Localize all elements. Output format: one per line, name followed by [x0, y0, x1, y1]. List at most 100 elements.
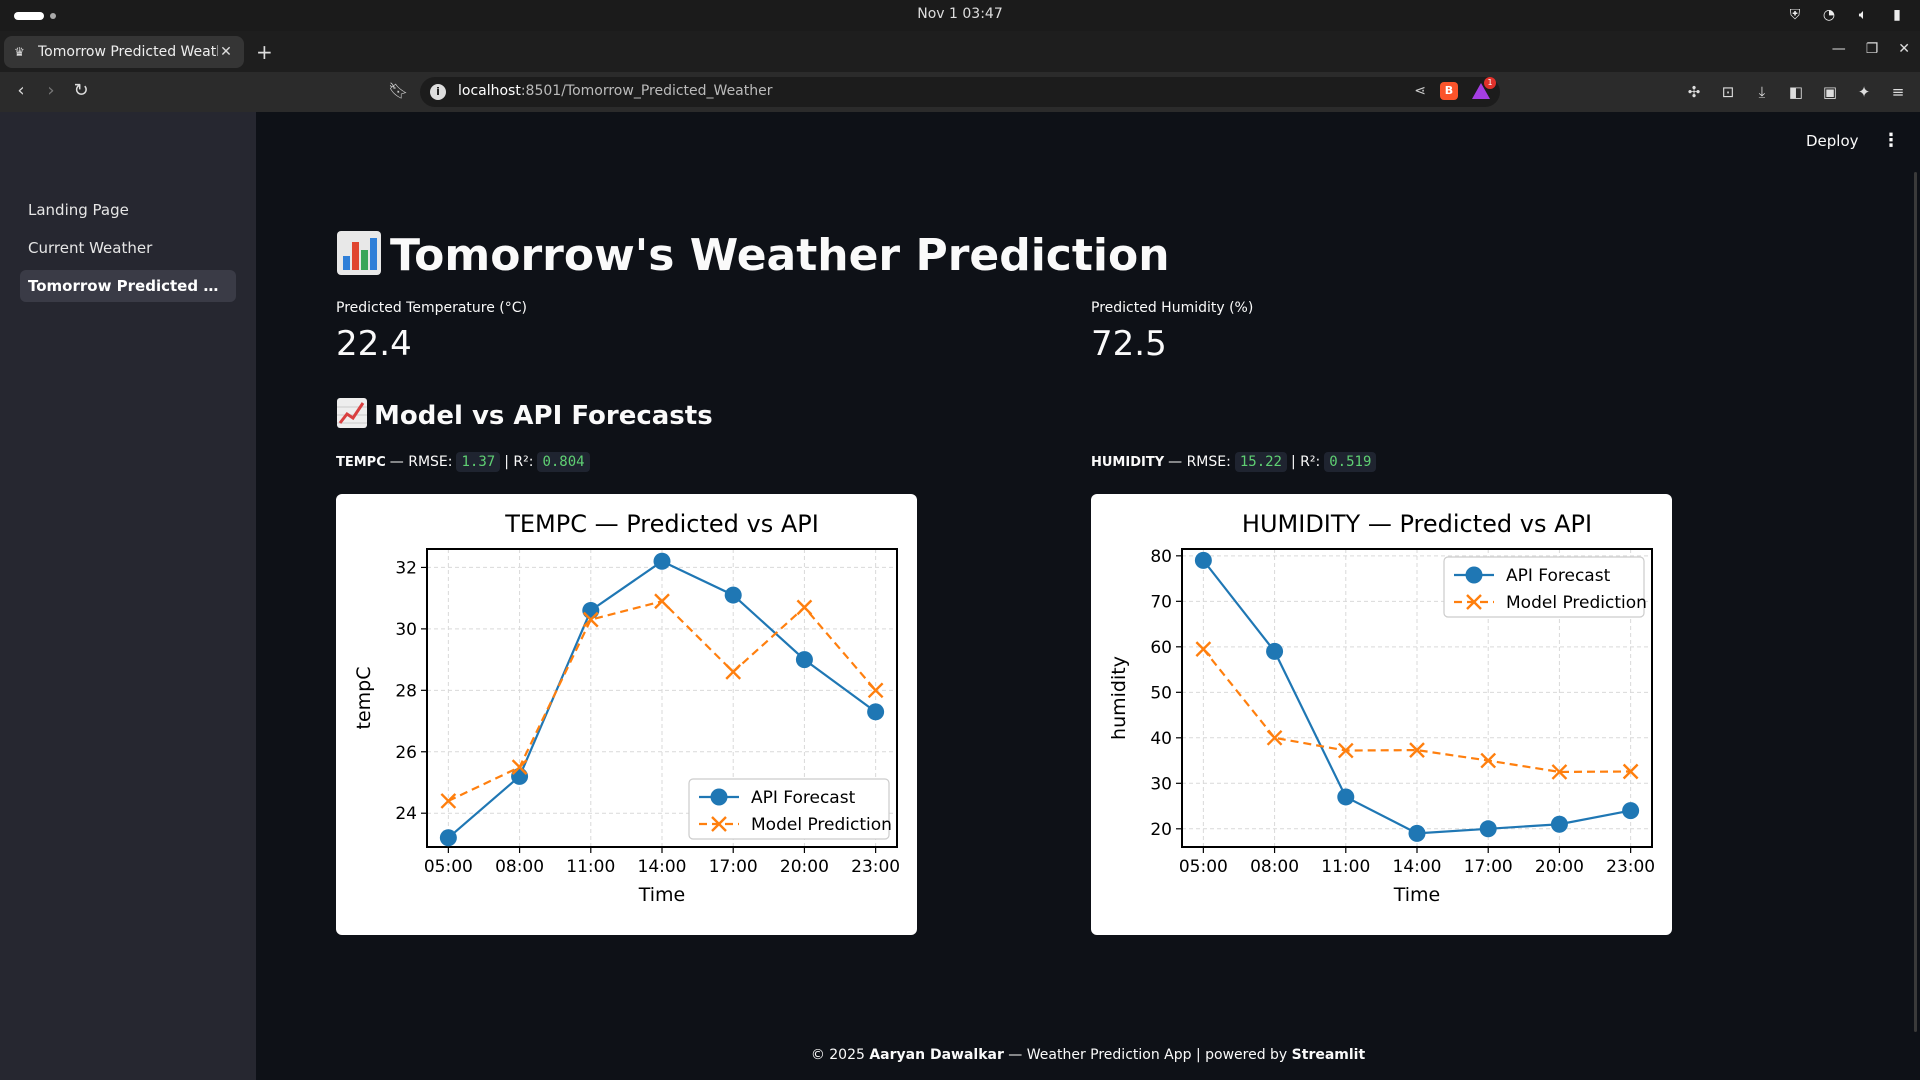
tab-close-icon[interactable]: ✕ [220, 44, 232, 60]
model-prediction-point [1551, 764, 1568, 780]
api-forecast-point [1622, 802, 1640, 820]
x-tick-label: 14:00 [638, 857, 687, 877]
x-tick-label: 20:00 [1535, 857, 1584, 877]
y-tick-label: 80 [1150, 547, 1172, 567]
share-icon[interactable]: ⋖ [1414, 83, 1426, 99]
metric-humidity-value: 72.5 [1091, 324, 1167, 364]
humidity-chart-svg: HUMIDITY — Predicted vs API 05:00 08:00 11:… [1108, 510, 1655, 906]
metric-temperature-value: 22.4 [336, 324, 412, 364]
wifi-icon[interactable]: ◔ [1822, 7, 1836, 23]
series-line [447, 600, 877, 802]
x-tick-label: 11:00 [1321, 857, 1370, 877]
footer-middle: — Weather Prediction App | powered by [1003, 1047, 1292, 1063]
footer: © 2025 Aaryan Dawalkar — Weather Predict… [0, 1047, 1920, 1063]
legend-label: API Forecast [1506, 566, 1611, 586]
scrollbar[interactable] [1914, 172, 1917, 1032]
y-tick-label: 32 [395, 558, 417, 578]
rmse-value: 15.22 [1234, 452, 1287, 472]
legend-label: Model Prediction [751, 815, 892, 835]
sidebar-item-tomorrow-predicted[interactable]: Tomorrow Predicted Weat... [20, 270, 236, 302]
model-prediction-point [1409, 742, 1425, 758]
url-host: localhost [458, 83, 521, 99]
back-icon[interactable]: ‹ [17, 80, 25, 101]
model-prediction-point [796, 599, 813, 616]
x-marker-stroke [440, 793, 457, 809]
minimize-icon[interactable]: — [1831, 41, 1846, 57]
sidebar-toggle-icon[interactable]: ◧ [1788, 83, 1804, 101]
window-controls: — ❐ ✕ [1832, 41, 1910, 57]
x-marker-stroke [1337, 742, 1354, 759]
brave-shields-icon[interactable]: B [1440, 82, 1458, 100]
x-tick-label: 20:00 [780, 857, 829, 877]
chart-legend: API Forecast Model Prediction [1443, 556, 1647, 618]
metric-humidity-label: Predicted Humidity (%) [1091, 300, 1254, 316]
address-bar[interactable]: i localhost:8501/Tomorrow_Predicted_Weat… [420, 77, 1500, 107]
wallet-icon[interactable]: ▣ [1822, 83, 1838, 101]
chart-title: HUMIDITY — Predicted vs API [1242, 510, 1592, 538]
screenshot-icon[interactable]: ⊡ [1721, 83, 1735, 101]
download-icon[interactable]: ⤓ [1758, 83, 1766, 101]
tempc-chart: TEMPC — Predicted vs API 05:00 08:00 11:00 1… [336, 494, 917, 935]
x-marker-stroke [796, 599, 813, 616]
bookmark-icon[interactable]: 🔖︎ [388, 81, 409, 100]
footer-brand-link[interactable]: Streamlit [1291, 1047, 1366, 1063]
battery-icon[interactable]: ▮ [1893, 7, 1901, 23]
site-info-icon[interactable]: i [430, 84, 446, 100]
workspace-dot [50, 13, 56, 19]
forward-icon[interactable]: › [47, 80, 55, 101]
shield-icon[interactable]: ⛨ [1789, 7, 1801, 23]
streamlit-favicon-icon: ♛ [14, 45, 25, 59]
url-text[interactable]: localhost:8501/Tomorrow_Predicted_Weathe… [458, 83, 773, 99]
api-forecast-point [1479, 820, 1497, 838]
y-tick-label: 50 [1150, 683, 1172, 703]
leo-ai-icon[interactable]: ✦ [1857, 83, 1871, 101]
api-forecast-point [867, 703, 885, 721]
browser-toolbar: ‹ › ↻ 🔖︎ i localhost:8501/Tomorrow_Predi… [0, 72, 1920, 112]
tempc-chart-svg: TEMPC — Predicted vs API 05:00 08:00 11:00 1… [353, 510, 900, 906]
os-clock[interactable]: Nov 1 03:47 [917, 6, 1003, 22]
footer-author: Aaryan Dawalkar [869, 1047, 1004, 1063]
volume-icon[interactable]: 🔈︎ [1858, 7, 1868, 23]
sidebar-item-landing-page[interactable]: Landing Page [28, 201, 129, 219]
x-marker-stroke [582, 611, 599, 628]
x-marker-stroke [654, 593, 670, 610]
chart-title: TEMPC — Predicted vs API [504, 510, 819, 538]
legend-marker [711, 816, 727, 832]
x-tick-label: 17:00 [1464, 857, 1513, 877]
y-tick-label: 30 [1150, 774, 1172, 794]
browser-tab-strip: ♛ Tomorrow Predicted Weather ✕ + — ❐ ✕ [0, 31, 1920, 72]
model-prediction-point [440, 793, 457, 809]
browser-extensions: ✣ ⊡ ⤓ ◧ ▣ ✦ ≡ [1684, 82, 1908, 102]
activities-indicator[interactable] [14, 12, 44, 20]
stats-variable-name: HUMIDITY [1091, 454, 1165, 470]
deploy-button[interactable]: Deploy [1806, 132, 1859, 150]
streamlit-app: Landing Page Current Weather Tomorrow Pr… [0, 112, 1920, 1080]
browser-tab-active[interactable]: ♛ Tomorrow Predicted Weather ✕ [4, 36, 244, 68]
x-marker-stroke [1622, 763, 1639, 780]
y-tick-label: 24 [395, 804, 417, 824]
y-tick-label: 40 [1150, 729, 1172, 749]
extensions-icon[interactable]: ✣ [1687, 83, 1701, 101]
y-tick-label: 28 [395, 681, 417, 701]
x-tick-label: 23:00 [1606, 857, 1655, 877]
main-menu-icon[interactable]: ⋮ [1882, 130, 1900, 151]
sidebar-item-current-weather[interactable]: Current Weather [28, 239, 153, 257]
x-marker-stroke [1195, 641, 1212, 657]
y-tick-label: 70 [1150, 592, 1172, 612]
page-title-text: Tomorrow's Weather Prediction [390, 230, 1170, 281]
api-forecast-point [795, 651, 813, 669]
x-tick-label: 05:00 [424, 857, 473, 877]
restore-icon[interactable]: ❐ [1865, 41, 1879, 57]
x-tick-label: 08:00 [495, 857, 544, 877]
x-tick-label: 17:00 [709, 857, 758, 877]
system-tray[interactable]: ⛨ ◔ 🔈︎ ▮ [1786, 6, 1906, 24]
x-tick-label: 08:00 [1250, 857, 1299, 877]
reload-icon[interactable]: ↻ [73, 80, 89, 101]
x-marker-stroke [867, 682, 884, 699]
new-tab-icon[interactable]: + [256, 40, 273, 64]
menu-icon[interactable]: ≡ [1891, 83, 1905, 101]
api-forecast-point [1266, 642, 1284, 660]
brave-rewards-icon[interactable]: 1 [1472, 77, 1496, 100]
x-tick-label: 05:00 [1179, 857, 1228, 877]
close-window-icon[interactable]: ✕ [1898, 41, 1910, 57]
